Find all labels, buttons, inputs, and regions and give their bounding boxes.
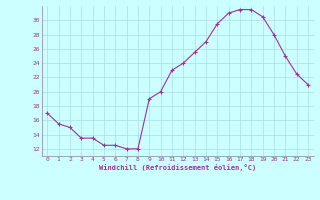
X-axis label: Windchill (Refroidissement éolien,°C): Windchill (Refroidissement éolien,°C) (99, 164, 256, 171)
